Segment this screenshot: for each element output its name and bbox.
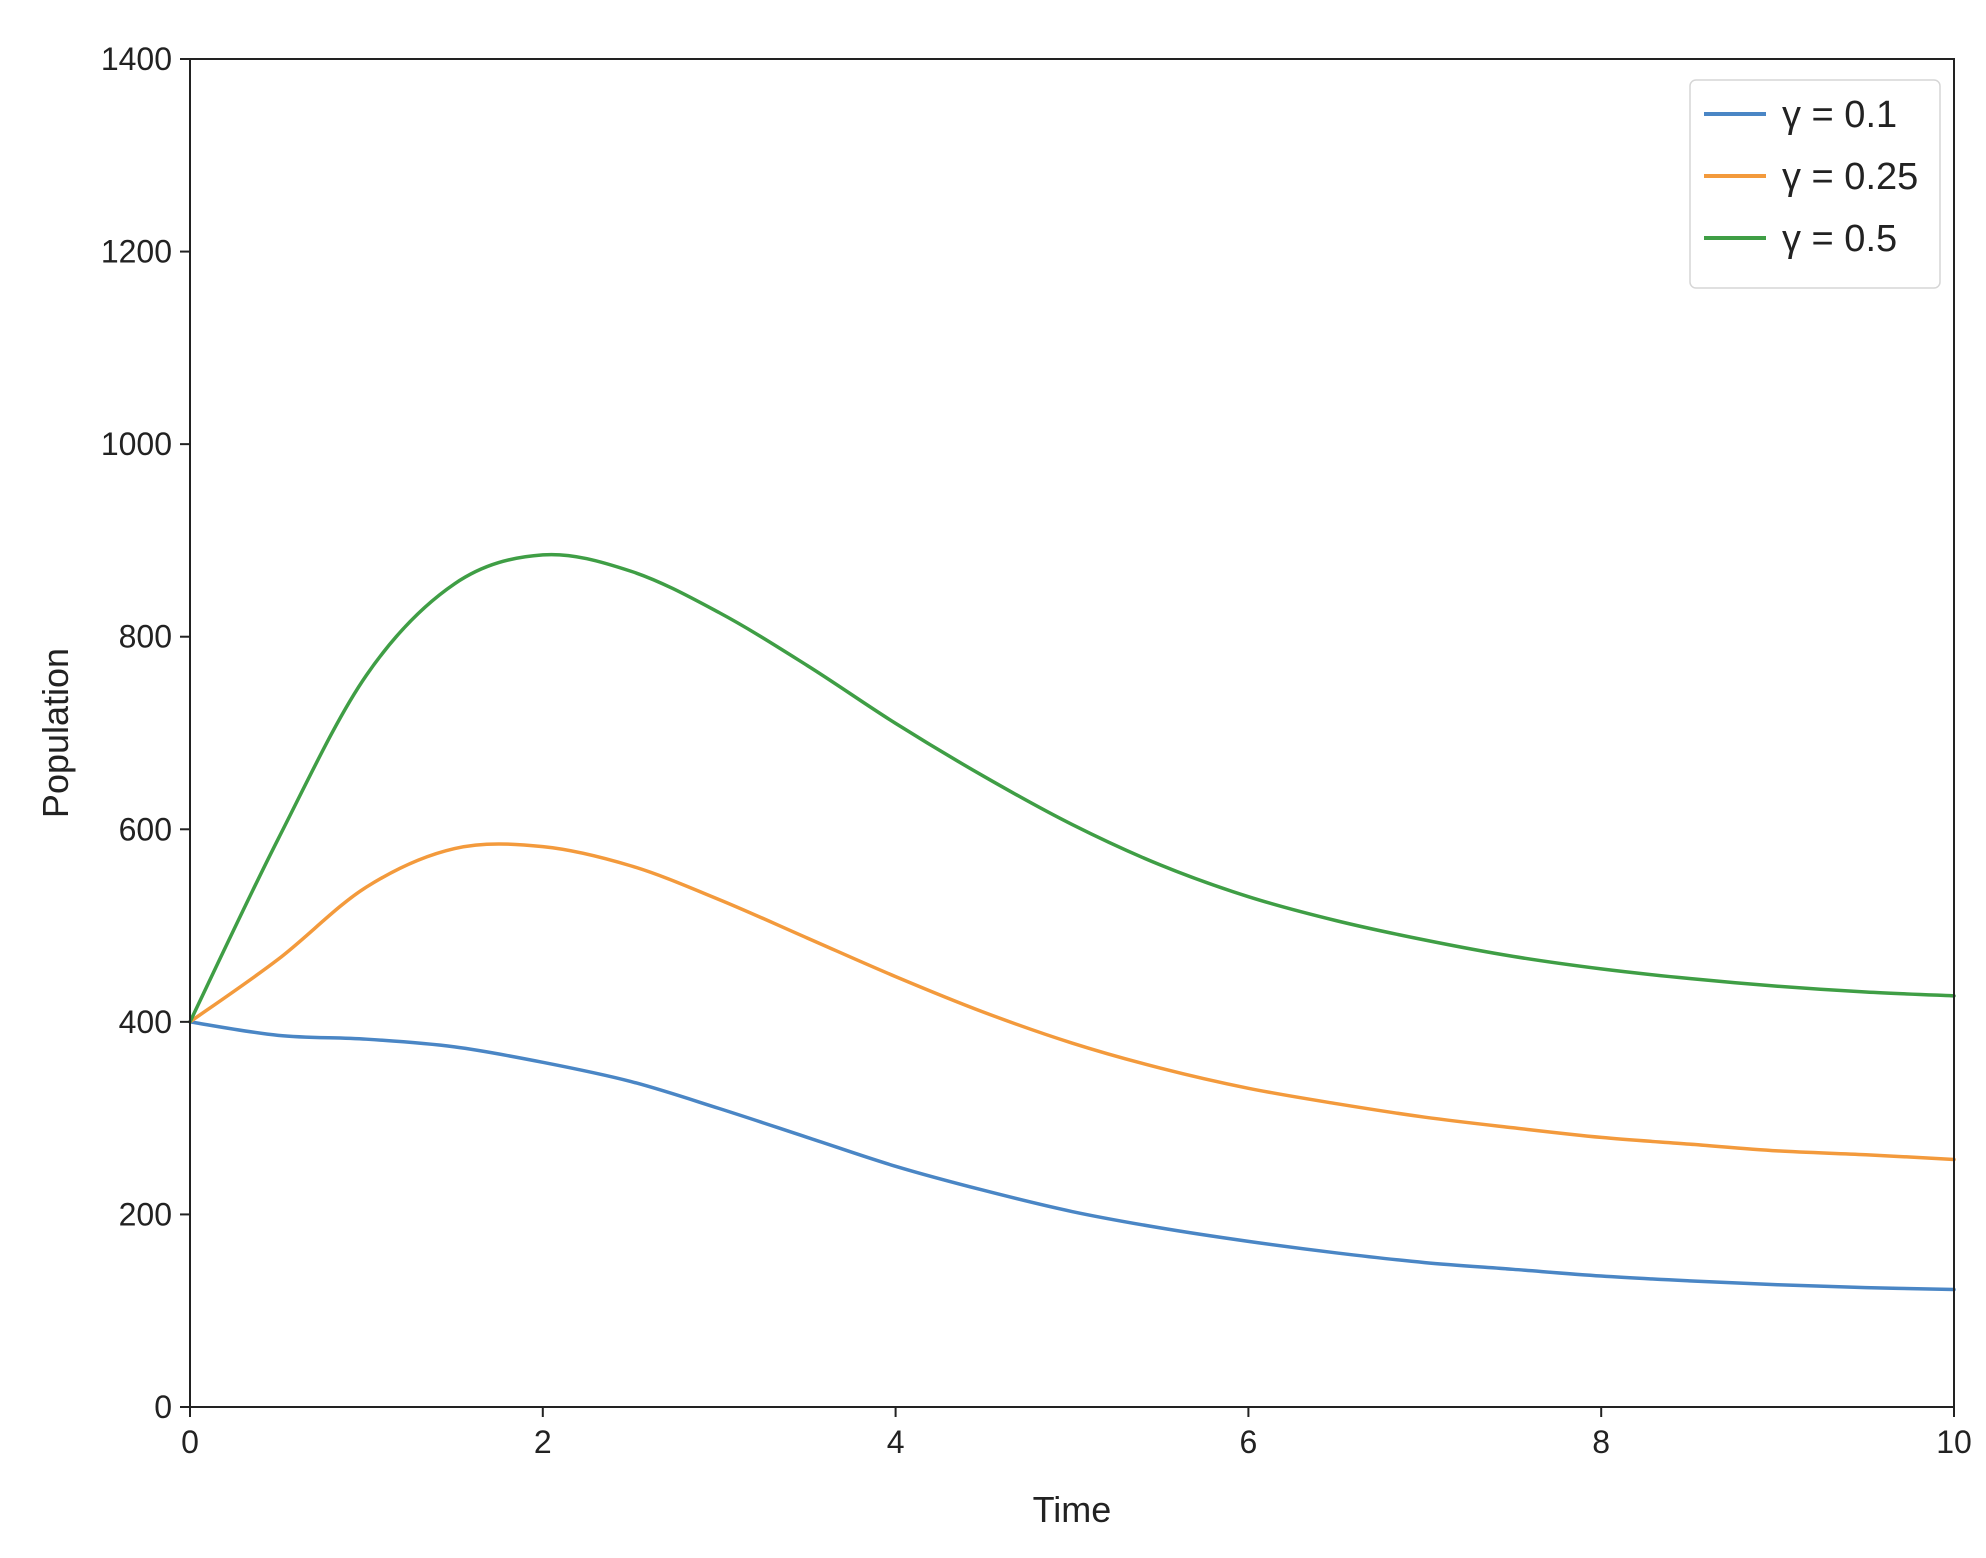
axes-layer: 0 2 4 6 8 10 0 200 400 600 800 1000 1200 1400 (101, 41, 1972, 1460)
y-tick-label: 1200 (101, 234, 172, 270)
y-tick-label: 400 (119, 1004, 172, 1040)
series-line-2 (188, 842, 1956, 1162)
x-tick-label: 0 (181, 1424, 199, 1460)
y-tick-label: 800 (119, 619, 172, 655)
x-tick-label: 6 (1240, 1424, 1258, 1460)
x-tick-label: 8 (1592, 1424, 1610, 1460)
y-tick-label: 1400 (101, 41, 172, 77)
y-tick-label: 1000 (101, 426, 172, 462)
x-tick-label: 4 (887, 1424, 905, 1460)
plot-background (190, 59, 1954, 1407)
series-line-3 (188, 552, 1956, 1024)
legend-label: γ = 0.25 (1782, 156, 1918, 198)
plot-area (190, 59, 1954, 1407)
y-axis-title: Population (35, 648, 76, 818)
x-axis-title: Time (1033, 1489, 1112, 1530)
series-layer (188, 552, 1956, 1292)
series-line-1 (188, 1020, 1956, 1292)
legend-label: γ = 0.5 (1782, 218, 1897, 260)
y-tick-label: 600 (119, 811, 172, 847)
x-tick-label: 2 (534, 1424, 552, 1460)
y-tick-label: 0 (154, 1389, 172, 1425)
y-tick-label: 200 (119, 1196, 172, 1232)
x-tick-label: 10 (1936, 1424, 1972, 1460)
legend-label: γ = 0.1 (1782, 94, 1897, 136)
legend: γ = 0.1 γ = 0.25 γ = 0.5 (1689, 79, 1941, 289)
axes-frame (189, 58, 1955, 1408)
